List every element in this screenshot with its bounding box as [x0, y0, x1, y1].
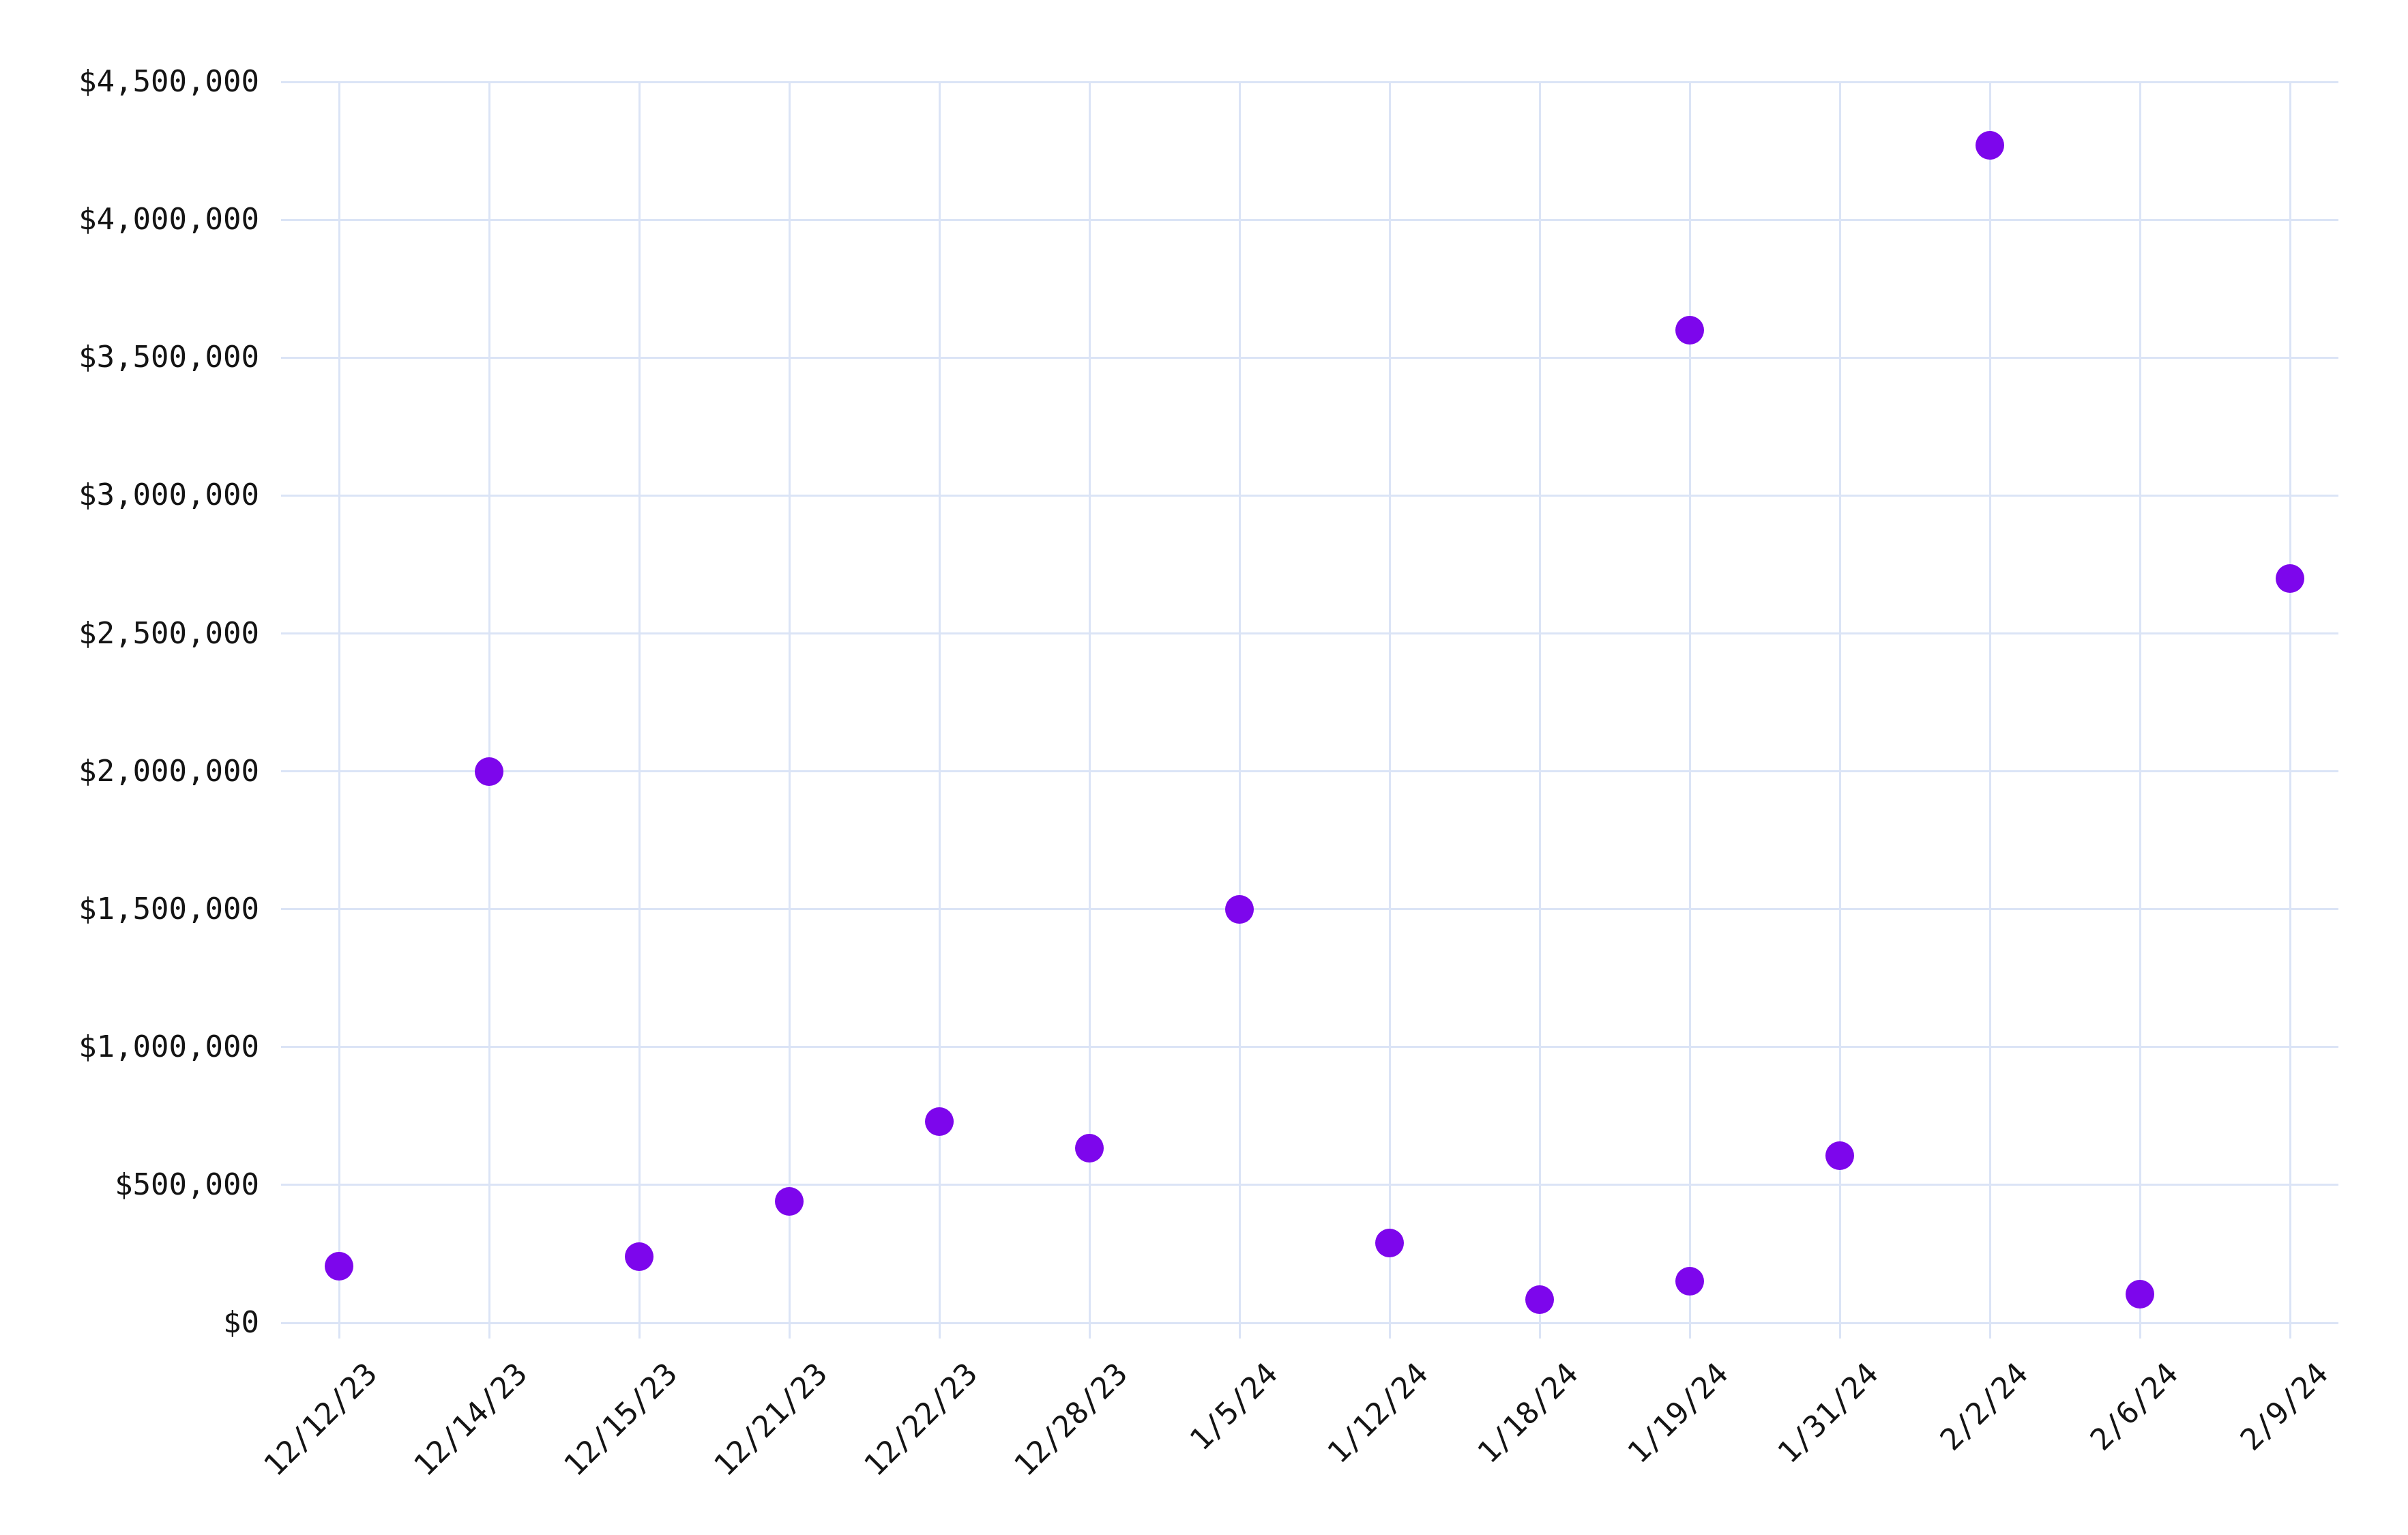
data-point[interactable] [1225, 894, 1254, 924]
v-gridline [788, 82, 791, 1339]
x-axis-tick-label: 12/12/23 [257, 1356, 385, 1483]
data-point[interactable] [775, 1187, 804, 1216]
data-point[interactable] [1675, 315, 1704, 345]
data-point[interactable] [2126, 1279, 2154, 1309]
v-gridline [1988, 82, 1991, 1339]
data-point[interactable] [2276, 564, 2304, 593]
data-point[interactable] [1976, 131, 2004, 160]
data-point[interactable] [1675, 1267, 1704, 1296]
data-point[interactable] [625, 1242, 654, 1271]
data-point[interactable] [1825, 1141, 1854, 1171]
h-gridline [281, 770, 2338, 773]
v-gridline [938, 82, 941, 1339]
v-gridline [1688, 82, 1691, 1339]
data-point[interactable] [925, 1107, 954, 1136]
h-gridline [281, 1321, 2338, 1324]
h-gridline [281, 356, 2338, 359]
v-gridline [2289, 82, 2291, 1339]
y-axis-tick-label: $2,000,000 [78, 753, 259, 789]
h-gridline [281, 632, 2338, 634]
h-gridline [281, 494, 2338, 497]
x-axis-tick-label: 12/14/23 [407, 1356, 535, 1483]
y-axis-tick-label: $0 [223, 1305, 259, 1340]
v-gridline [638, 82, 641, 1339]
y-axis-tick-label: $4,500,000 [78, 64, 259, 100]
v-gridline [1238, 82, 1241, 1339]
x-axis-tick-label: 12/28/23 [1008, 1356, 1135, 1483]
y-axis-tick-label: $3,000,000 [78, 478, 259, 513]
v-gridline [488, 82, 490, 1339]
y-axis-tick-label: $1,000,000 [78, 1029, 259, 1064]
data-point[interactable] [1075, 1134, 1104, 1163]
v-gridline [1538, 82, 1541, 1339]
y-axis-tick-label: $4,000,000 [78, 202, 259, 237]
v-gridline [338, 82, 340, 1339]
y-axis-tick-label: $2,500,000 [78, 615, 259, 651]
data-point[interactable] [475, 757, 503, 786]
x-axis-tick-label: 12/15/23 [557, 1356, 685, 1483]
h-gridline [281, 1184, 2338, 1186]
data-point[interactable] [325, 1252, 353, 1281]
h-gridline [281, 908, 2338, 911]
h-gridline [281, 81, 2338, 83]
data-point[interactable] [1525, 1285, 1554, 1314]
y-axis-tick-label: $500,000 [115, 1167, 259, 1202]
v-gridline [2139, 82, 2141, 1339]
x-axis-tick-label: 1/19/24 [1620, 1356, 1735, 1471]
x-axis-tick-label: 1/31/24 [1770, 1356, 1885, 1471]
v-gridline [1388, 82, 1391, 1339]
data-point[interactable] [1375, 1228, 1404, 1257]
x-axis-tick-label: 2/9/24 [2233, 1356, 2336, 1458]
x-axis-tick-label: 2/6/24 [2083, 1356, 2186, 1458]
x-axis-tick-label: 12/21/23 [707, 1356, 835, 1483]
x-axis-tick-label: 2/2/24 [1933, 1356, 2036, 1458]
h-gridline [281, 218, 2338, 221]
x-axis-tick-label: 1/5/24 [1183, 1356, 1285, 1458]
x-axis-tick-label: 12/22/23 [857, 1356, 985, 1483]
x-axis-tick-label: 1/12/24 [1320, 1356, 1435, 1471]
h-gridline [281, 1046, 2338, 1049]
y-axis-tick-label: $3,500,000 [78, 340, 259, 375]
x-axis-tick-label: 1/18/24 [1470, 1356, 1585, 1471]
y-axis-tick-label: $1,500,000 [78, 891, 259, 926]
